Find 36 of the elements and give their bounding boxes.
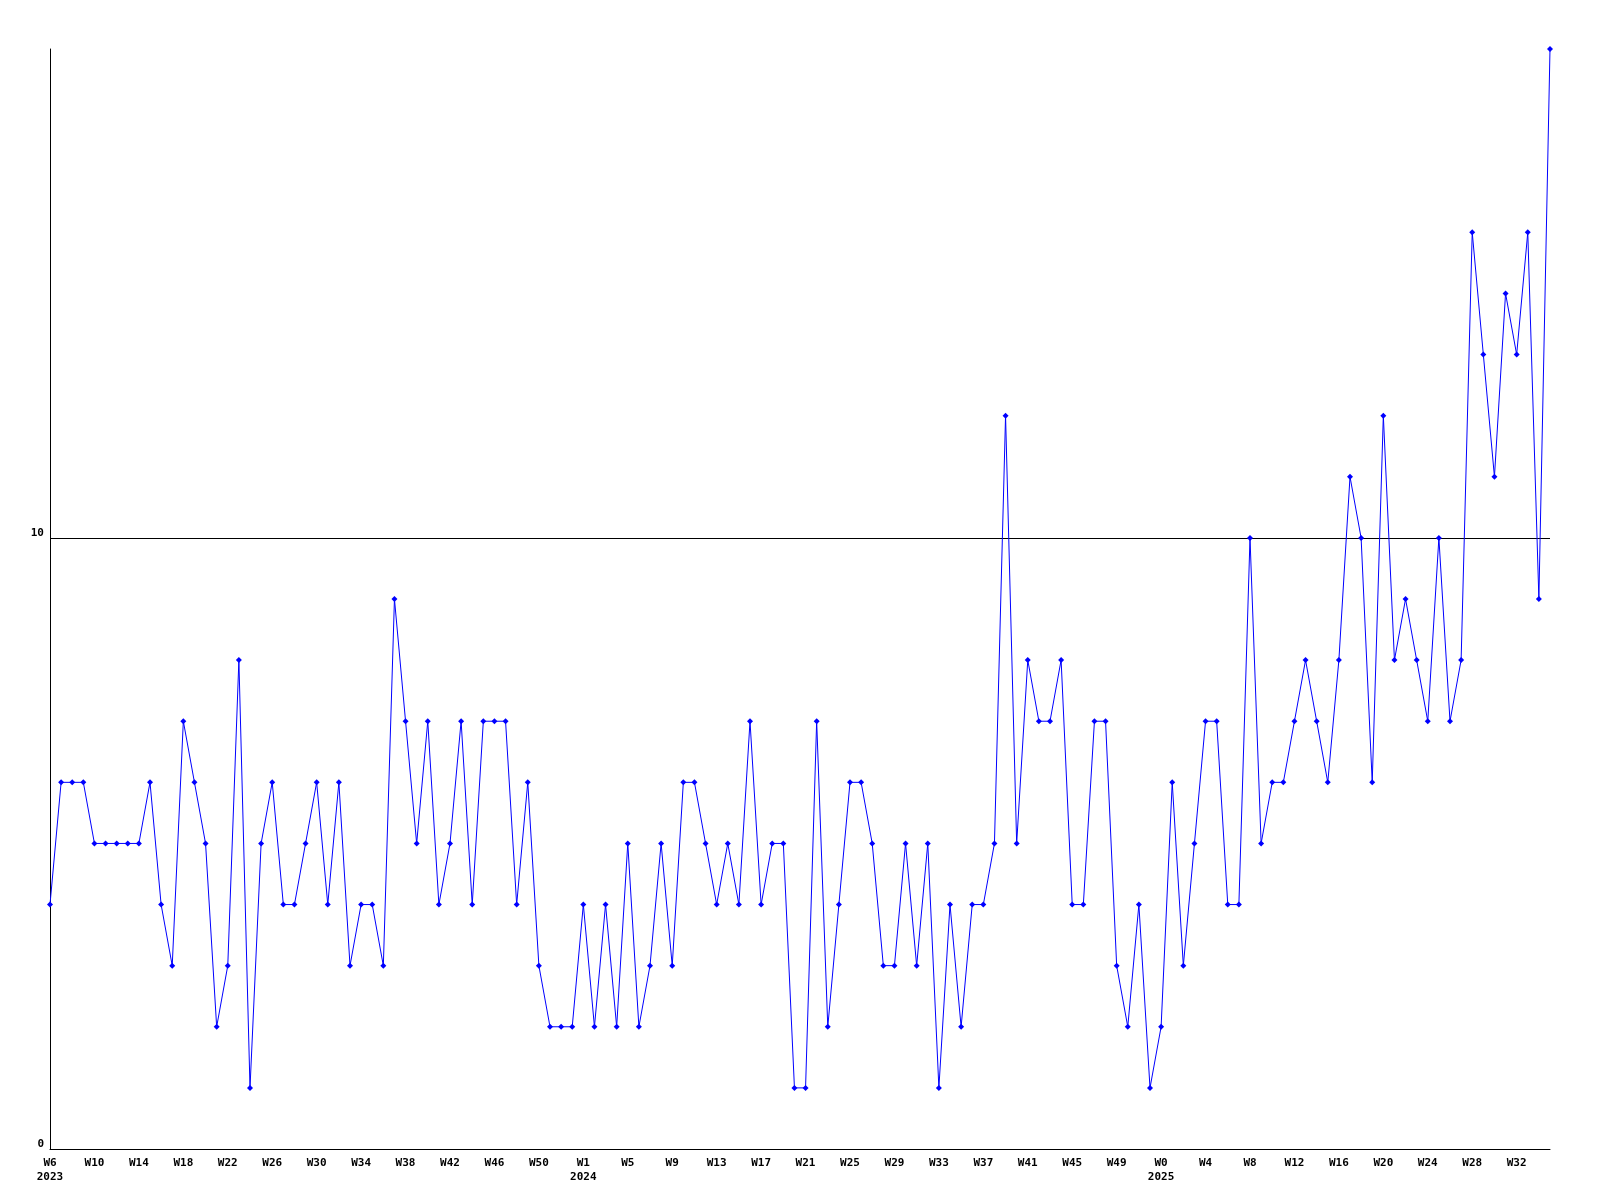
x-tick-label: W8 [1243,1155,1257,1169]
x-tick-label: W29 [884,1155,905,1169]
x-tick-label: W17 [751,1155,772,1169]
x-tick-label: W38 [395,1155,416,1169]
x-tick-label: W42 [440,1155,460,1169]
x-tick-label: W1 2024 [570,1155,597,1183]
y-tick-label: 0 [37,1137,44,1150]
x-tick-label: W21 [795,1155,816,1169]
x-tick-label: W6 2023 [36,1155,64,1183]
x-tick-label: W20 [1373,1155,1394,1169]
x-tick-label: W25 [840,1155,860,1169]
x-tick-label: W5 [621,1155,635,1169]
x-tick-label: W33 [928,1155,949,1169]
x-tick-label: W28 [1462,1155,1483,1169]
x-tick-label: W13 [706,1155,727,1169]
y-tick-label: 10 [30,525,44,539]
x-tick-label: W37 [973,1155,994,1169]
x-tick-label: W50 [528,1155,549,1169]
x-tick-label: W24 [1417,1155,1439,1169]
x-tick-label: W14 [128,1155,150,1169]
x-tick-label: W41 [1017,1155,1039,1169]
x-tick-label: W46 [484,1155,505,1169]
x-tick-label: W12 [1284,1155,1305,1169]
x-tick-label: W10 [84,1155,105,1169]
x-tick-label: W49 [1106,1155,1127,1169]
x-tick-label: W34 [351,1155,372,1169]
x-tick-label: W45 [1062,1155,1083,1169]
x-tick-label: W32 [1506,1155,1527,1169]
x-tick-label: W16 [1328,1155,1350,1169]
x-tick-label: W4 [1198,1155,1213,1169]
x-tick-label: W22 [217,1155,238,1169]
x-tick-label: W18 [173,1155,194,1169]
x-tick-label: W9 [665,1155,679,1169]
x-tick-label: W30 [306,1155,327,1169]
x-tick-label: W0 2025 [1147,1155,1175,1183]
x-tick-label: W26 [262,1155,283,1169]
